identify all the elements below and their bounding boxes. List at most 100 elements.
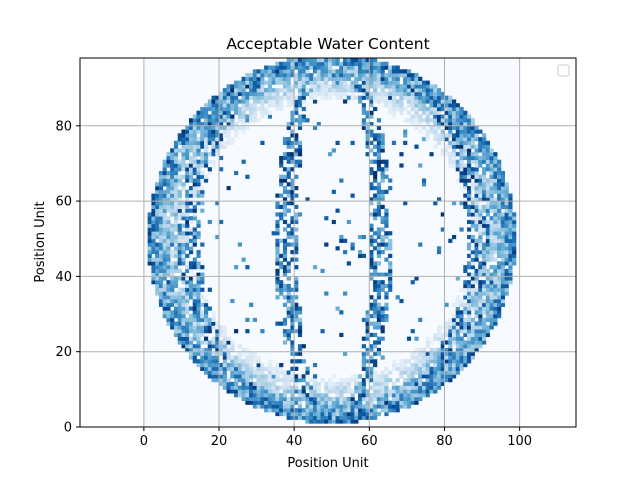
heatmap-cell bbox=[489, 152, 494, 157]
heatmap-cell bbox=[297, 310, 303, 315]
heatmap-cell bbox=[196, 250, 201, 255]
heatmap-cell bbox=[433, 332, 438, 338]
heatmap-cell bbox=[192, 204, 197, 210]
heatmap-cell bbox=[354, 411, 359, 417]
heatmap-cell bbox=[275, 287, 280, 292]
heatmap-cell bbox=[455, 122, 460, 127]
heatmap-cell bbox=[188, 347, 194, 353]
heatmap-cell bbox=[373, 314, 378, 319]
heatmap-cell bbox=[369, 393, 374, 398]
heatmap-cell bbox=[267, 359, 273, 364]
heatmap-cell bbox=[204, 314, 209, 319]
heatmap-cell bbox=[249, 381, 254, 386]
heatmap-cell bbox=[170, 212, 175, 217]
heatmap-cell bbox=[474, 216, 479, 221]
heatmap-cell bbox=[297, 152, 303, 157]
heatmap-cell bbox=[373, 359, 378, 364]
heatmap-cell bbox=[455, 140, 460, 146]
heatmap-cell bbox=[403, 385, 408, 390]
heatmap-cell bbox=[230, 385, 235, 390]
heatmap-cell bbox=[211, 114, 216, 119]
heatmap-cell bbox=[436, 378, 442, 383]
heatmap-cell bbox=[448, 106, 453, 112]
heatmap-cell bbox=[173, 193, 179, 198]
heatmap-cell bbox=[260, 95, 265, 100]
heatmap-cell bbox=[354, 73, 359, 78]
heatmap-cell bbox=[290, 133, 295, 138]
heatmap-cell bbox=[279, 65, 284, 70]
heatmap-cell bbox=[339, 400, 344, 405]
heatmap-cell bbox=[425, 91, 430, 97]
heatmap-cell bbox=[260, 374, 265, 379]
heatmap-cell bbox=[181, 295, 186, 300]
heatmap-cell bbox=[290, 242, 295, 247]
heatmap-cell bbox=[301, 374, 306, 379]
heatmap-cell bbox=[452, 340, 457, 345]
heatmap-cell bbox=[384, 216, 389, 221]
heatmap-cell bbox=[331, 408, 336, 413]
heatmap-cell bbox=[482, 321, 487, 326]
heatmap-cell bbox=[245, 95, 250, 100]
heatmap-cell bbox=[448, 332, 453, 338]
heatmap-cell bbox=[234, 370, 239, 375]
heatmap-cell bbox=[493, 238, 498, 243]
heatmap-cell bbox=[215, 137, 220, 142]
heatmap-cell bbox=[192, 129, 197, 134]
heatmap-cell bbox=[365, 411, 370, 417]
heatmap-cell bbox=[282, 189, 288, 194]
heatmap-cell bbox=[245, 355, 250, 360]
heatmap-cell bbox=[467, 340, 472, 345]
heatmap-cell bbox=[493, 204, 498, 210]
heatmap-cell bbox=[388, 389, 393, 394]
heatmap-cell bbox=[297, 73, 303, 78]
heatmap-cell bbox=[474, 144, 479, 149]
heatmap-cell bbox=[425, 378, 430, 383]
heatmap-cell bbox=[497, 261, 502, 266]
heatmap-cell bbox=[373, 393, 378, 398]
heatmap-cell bbox=[395, 103, 400, 108]
heatmap-cell bbox=[421, 84, 427, 89]
heatmap-cell bbox=[173, 238, 179, 243]
heatmap-cell bbox=[474, 276, 479, 281]
heatmap-cell bbox=[151, 268, 156, 274]
heatmap-cell bbox=[418, 366, 423, 371]
heatmap-cell bbox=[275, 385, 280, 390]
heatmap-cell bbox=[204, 317, 209, 322]
heatmap-cell bbox=[335, 140, 340, 146]
heatmap-cell bbox=[459, 329, 464, 334]
heatmap-cell bbox=[380, 73, 385, 78]
heatmap-cell bbox=[388, 261, 393, 266]
heatmap-cell bbox=[207, 306, 212, 311]
heatmap-cell bbox=[403, 362, 408, 368]
heatmap-cell bbox=[448, 163, 453, 168]
heatmap-cell bbox=[414, 125, 419, 130]
heatmap-cell bbox=[418, 374, 423, 379]
heatmap-cell bbox=[256, 99, 261, 104]
heatmap-cell bbox=[192, 186, 197, 191]
heatmap-cell bbox=[301, 359, 306, 364]
heatmap-cell bbox=[478, 174, 483, 179]
heatmap-cell bbox=[500, 219, 506, 225]
heatmap-cell bbox=[200, 347, 205, 353]
heatmap-cell bbox=[170, 163, 175, 168]
heatmap-cell bbox=[305, 91, 310, 97]
heatmap-cell bbox=[173, 223, 179, 228]
heatmap-cell bbox=[297, 306, 303, 311]
heatmap-cell bbox=[493, 268, 498, 274]
heatmap-cell bbox=[256, 404, 261, 409]
heatmap-cell bbox=[234, 389, 239, 394]
heatmap-cell bbox=[181, 163, 186, 168]
heatmap-cell bbox=[467, 170, 472, 176]
heatmap-cell bbox=[358, 76, 363, 81]
heatmap-cell bbox=[215, 133, 220, 138]
heatmap-cell bbox=[328, 73, 333, 78]
heatmap-cell bbox=[343, 250, 348, 255]
heatmap-cell bbox=[177, 223, 182, 228]
heatmap-cell bbox=[185, 197, 190, 202]
heatmap-cell bbox=[271, 370, 276, 375]
heatmap-cell bbox=[467, 178, 472, 183]
heatmap-cell bbox=[346, 65, 351, 70]
heatmap-cell bbox=[312, 61, 318, 66]
heatmap-cell bbox=[478, 332, 483, 338]
heatmap-cell bbox=[452, 370, 457, 375]
